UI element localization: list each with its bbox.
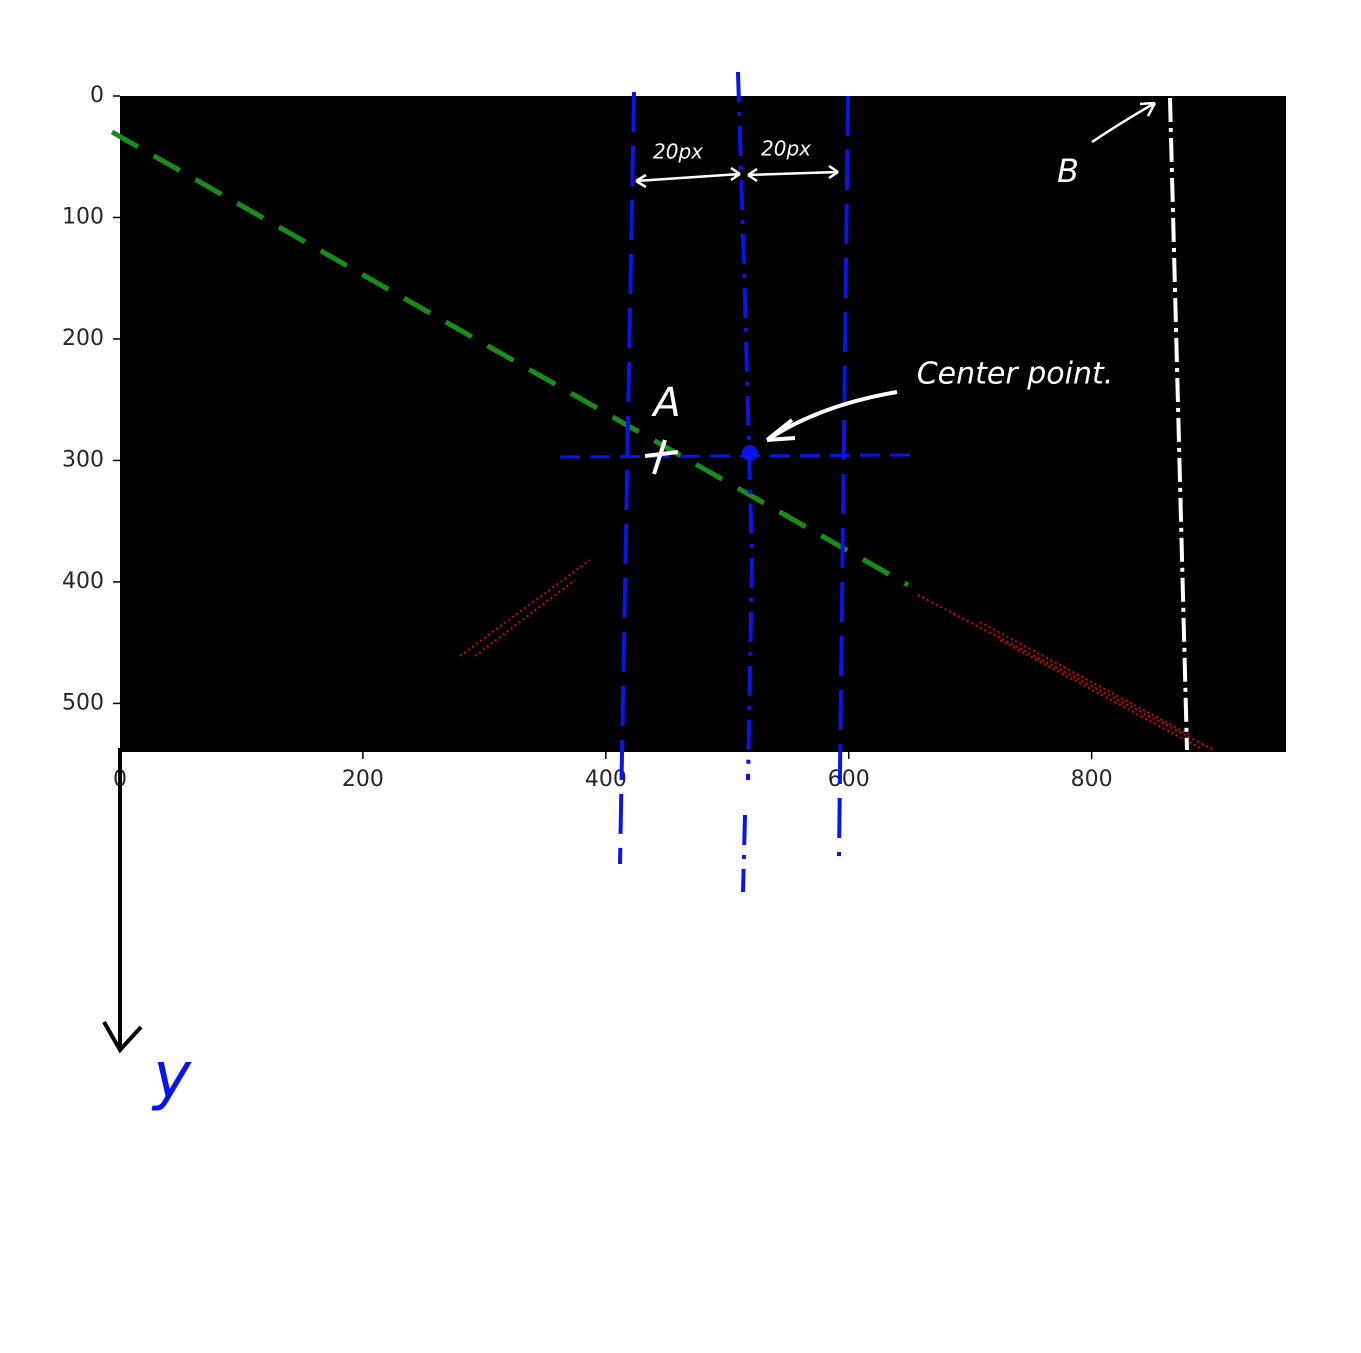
y-tick-label: 200 [62,326,104,351]
annotation: 20px [761,137,811,161]
image-area [120,96,1286,752]
guides [559,71,913,893]
annotation: A [650,380,680,426]
white-marks [635,97,1189,751]
y-tick-label: 400 [62,569,104,594]
guide-right [837,95,850,857]
y-tick-label: 100 [62,204,104,229]
span-arrow [747,164,839,183]
x-tick-label: 200 [342,767,384,792]
annotation: y [151,1040,192,1114]
annotation: 20px [653,140,703,164]
red-line [459,559,591,657]
fit-line [110,129,910,588]
annotation: Center point. [917,357,1114,392]
point-a [644,439,679,475]
red-points [459,559,1215,751]
center-point [742,445,758,461]
y-tick-label: 300 [62,447,104,472]
guide-left [618,91,636,865]
arrow-b [1091,101,1157,144]
y-arrow [102,748,143,1054]
line-b [1168,97,1189,751]
annotation: B [1057,152,1079,190]
red-line [474,579,576,657]
x-tick-label: 600 [828,767,870,792]
red-line [917,594,1215,751]
y-tick-label: 500 [62,690,104,715]
x-tick-label: 800 [1071,767,1113,792]
arrow-center [765,390,898,442]
guide-center [736,71,755,893]
y-tick-label: 0 [90,83,104,108]
span-arrow [635,166,741,189]
